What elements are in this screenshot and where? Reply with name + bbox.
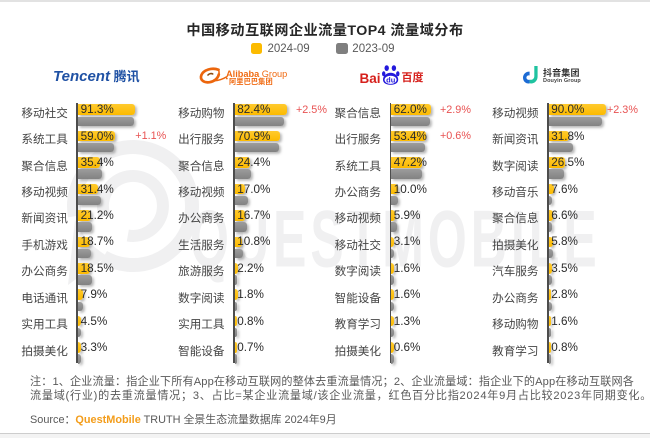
svg-text:du: du (386, 75, 396, 84)
